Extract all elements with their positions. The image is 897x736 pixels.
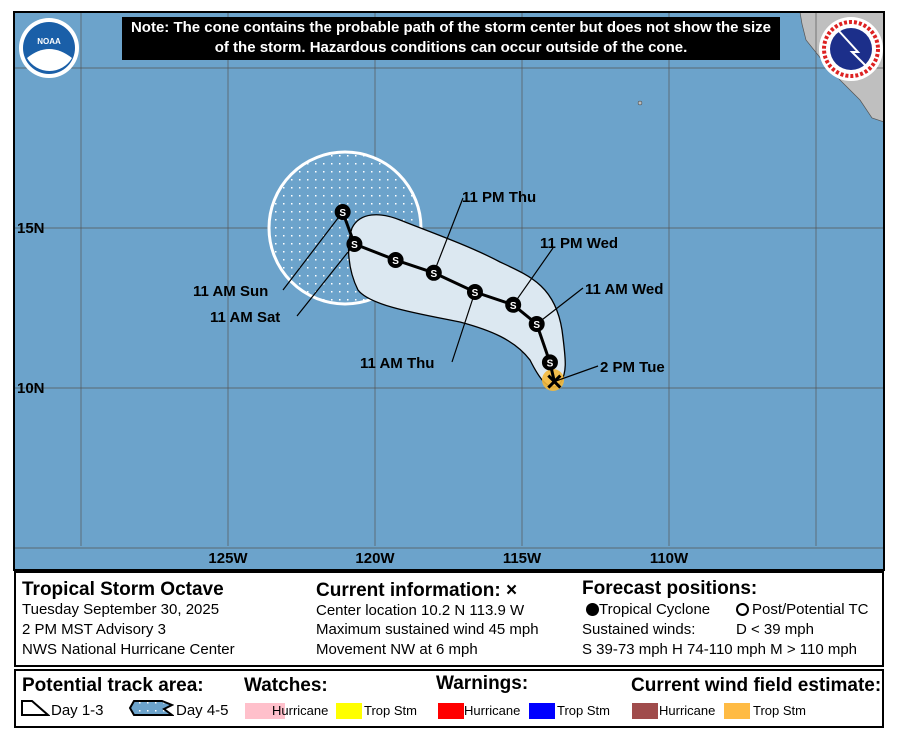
forecast-point — [466, 284, 483, 300]
ts-watch-swatch — [336, 703, 362, 719]
hurricane-watch-swatch — [245, 703, 285, 719]
ts-watch-label: Trop Stm — [364, 703, 417, 718]
ptc-legend: Post/Potential TC — [736, 601, 868, 618]
forecast-point — [505, 296, 522, 313]
forecast-time-label: 11 AM Sat — [210, 309, 280, 326]
depression-category: D < 39 mph — [736, 621, 814, 638]
forecast-time-label: 11 PM Wed — [540, 235, 618, 252]
hurricane-wind-label: Hurricane — [659, 703, 716, 718]
noaa-logo: NOAA — [19, 18, 79, 78]
islands — [637, 100, 643, 106]
svg-text:NOAA: NOAA — [37, 37, 61, 46]
ts-warning-swatch — [529, 703, 555, 719]
hurricane-warning-swatch — [438, 703, 464, 719]
forecast-point — [425, 264, 442, 281]
cone-disclaimer-note: Note: The cone contains the probable pat… — [122, 17, 780, 60]
tc-label: Tropical Cyclone — [599, 601, 711, 618]
ts-warning-label: Trop Stm — [557, 703, 610, 718]
open-circle-icon — [736, 603, 749, 616]
forecast-positions-title: Forecast positions: — [582, 578, 758, 599]
storm-name: Tropical Storm Octave — [22, 579, 224, 600]
storm-category-label: S — [430, 269, 437, 280]
forecast-point — [528, 316, 545, 332]
wind-categories: S 39-73 mph H 74-110 mph M > 110 mph — [582, 641, 858, 658]
storm-category-label: S — [339, 208, 346, 219]
storm-category-label: S — [472, 288, 479, 299]
max-wind: Maximum sustained wind 45 mph — [316, 621, 539, 638]
warnings-title: Warnings: — [436, 673, 529, 694]
forecast-point — [346, 236, 363, 252]
wind-field-title: Current wind field estimate: — [631, 675, 882, 696]
day-4-5-cone-icon — [128, 700, 174, 716]
storm-category-label: S — [533, 320, 540, 331]
longitude-label: 120W — [355, 550, 395, 567]
longitude-label: 125W — [208, 550, 248, 567]
filled-circle-icon — [586, 603, 599, 616]
ts-wind-label: Trop Stm — [753, 703, 806, 718]
forecast-point — [334, 204, 351, 220]
storm-category-label: S — [547, 358, 554, 369]
nws-logo — [819, 17, 883, 81]
ptc-label: Post/Potential TC — [752, 601, 869, 618]
storm-category-label: S — [392, 256, 399, 267]
sustained-winds-label: Sustained winds: — [582, 621, 696, 638]
hurricane-wind-swatch — [632, 703, 658, 719]
current-time-label: 2 PM Tue — [600, 359, 665, 376]
forecast-point — [387, 252, 404, 268]
label-leader-line — [282, 211, 344, 291]
hurricane-warning-label: Hurricane — [464, 703, 521, 718]
map: 125W 120W 115W 110W 15N 10N S 11 AM Wed S 11 PM … — [13, 11, 885, 571]
day-1-3-label: Day 1-3 — [51, 702, 104, 719]
advisory-number: 2 PM MST Advisory 3 — [22, 621, 166, 638]
storm-category-label: S — [510, 301, 517, 312]
label-leader-line — [296, 243, 355, 317]
day-4-5-label: Day 4-5 — [176, 702, 229, 719]
movement: Movement NW at 6 mph — [316, 641, 478, 658]
latitude-label: 10N — [17, 380, 45, 397]
forecast-time-label: 11 AM Wed — [585, 281, 663, 298]
storm-category-label: S — [351, 240, 358, 251]
label-leader-line — [512, 247, 554, 306]
ts-wind-swatch — [724, 703, 750, 719]
watches-title: Watches: — [244, 675, 328, 696]
latitude-label: 15N — [17, 220, 45, 237]
forecast-time-label: 11 AM Sun — [193, 283, 268, 300]
label-leader-line — [536, 287, 584, 325]
label-leader-line — [554, 365, 599, 383]
tc-legend: Tropical Cyclone — [586, 601, 710, 618]
day-1-3-cone-icon — [21, 700, 50, 716]
advisory-date: Tuesday September 30, 2025 — [22, 601, 220, 618]
longitude-label: 110W — [650, 550, 689, 567]
current-position-x-icon — [547, 374, 562, 389]
label-leader-line — [451, 291, 476, 363]
forecast-time-label: 11 PM Thu — [462, 189, 536, 206]
forecast-point — [541, 354, 558, 371]
current-info-title: Current information: × — [316, 580, 518, 601]
info-panel: Tropical Storm Octave Tuesday September … — [14, 571, 884, 667]
track-area-title: Potential track area: — [22, 675, 204, 696]
forecast-time-label: 11 AM Thu — [360, 355, 434, 372]
legend-panel: Potential track area: Day 1-3 Day 4-5 Wa… — [14, 669, 884, 728]
center-location: Center location 10.2 N 113.9 W — [316, 602, 525, 619]
longitude-label: 115W — [503, 550, 542, 567]
issuing-center: NWS National Hurricane Center — [22, 641, 235, 658]
label-leader-line — [433, 197, 464, 274]
hurricane-watch-label: Hurricane — [272, 703, 329, 718]
